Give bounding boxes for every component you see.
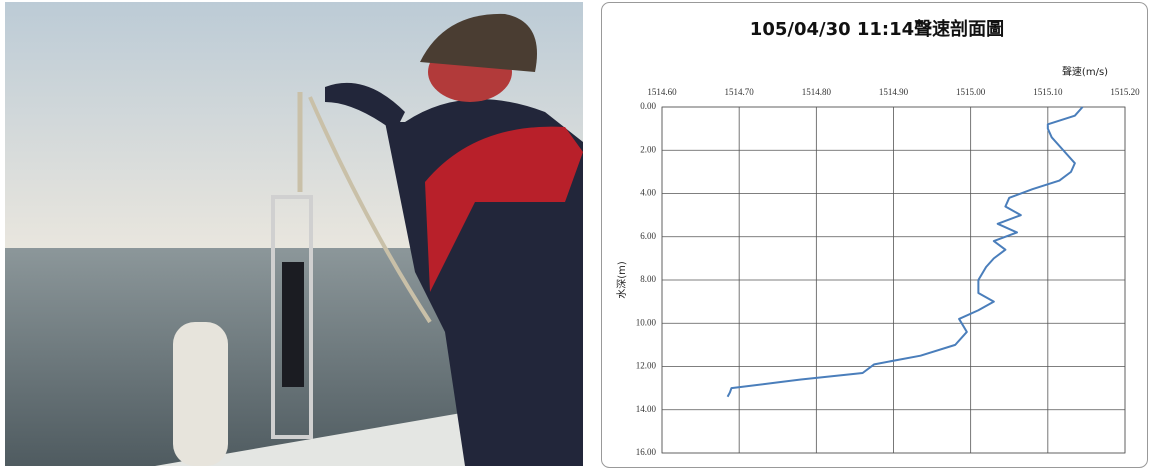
y-tick-label: 16.00 — [636, 447, 657, 457]
y-axis-label: 水深(m) — [616, 261, 628, 299]
series-line — [726, 106, 1084, 398]
x-tick-label: 1514.70 — [725, 87, 755, 97]
x-tick-label: 1515.20 — [1110, 87, 1140, 97]
photo — [5, 2, 583, 466]
x-tick-label: 1515.00 — [956, 87, 986, 97]
y-tick-label: 8.00 — [640, 274, 656, 284]
x-tick-label: 1515.10 — [1033, 87, 1063, 97]
y-tick-label: 2.00 — [640, 144, 656, 154]
chart-title: 105/04/30 11:14聲速剖面圖 — [750, 18, 1004, 40]
x-axis-label: 聲速(m/s) — [1062, 65, 1108, 78]
arm — [325, 82, 405, 132]
y-tick-label: 4.00 — [640, 188, 656, 198]
y-tick-label: 14.00 — [636, 404, 657, 414]
y-tick-label: 6.00 — [640, 231, 656, 241]
life-vest — [425, 126, 583, 292]
x-tick-label: 1514.90 — [879, 87, 909, 97]
y-tick-label: 10.00 — [636, 317, 657, 327]
rope — [308, 96, 432, 324]
bollard — [173, 322, 228, 466]
instrument-frame — [271, 195, 313, 439]
y-tick-label: 0.00 — [640, 101, 656, 111]
x-tick-label: 1514.60 — [647, 87, 677, 97]
x-tick-label: 1514.80 — [802, 87, 832, 97]
y-tick-label: 12.00 — [636, 361, 657, 371]
instrument — [282, 262, 304, 387]
cap — [420, 13, 537, 72]
